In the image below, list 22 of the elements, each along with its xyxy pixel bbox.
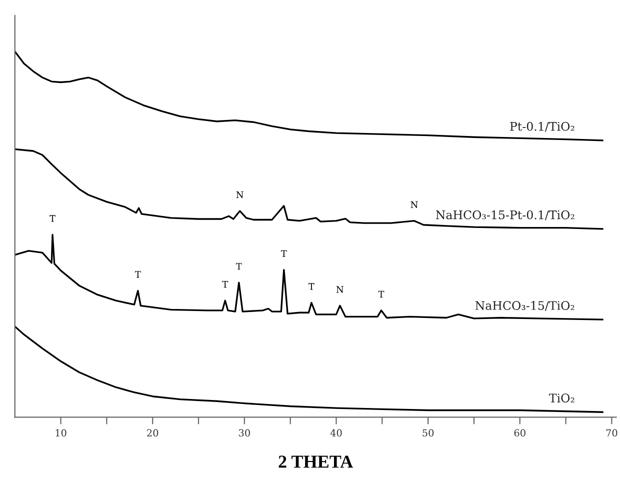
annotation: T bbox=[378, 290, 384, 298]
x-tick-label: 60 bbox=[514, 429, 526, 437]
x-tick-label: 70 bbox=[606, 429, 618, 437]
annotation: T bbox=[280, 250, 287, 257]
series-label: Pt-0.1/TiO₂ bbox=[510, 122, 574, 132]
annotation: N bbox=[336, 286, 344, 293]
x-axis-title: 2 THETA bbox=[278, 456, 353, 468]
x-tick-label: 20 bbox=[147, 429, 158, 437]
annotation: T bbox=[222, 280, 228, 288]
x-tick-label: 50 bbox=[422, 429, 434, 437]
annotation: T bbox=[236, 263, 242, 270]
annotation: N bbox=[410, 201, 418, 208]
x-tick-label: 10 bbox=[56, 429, 66, 437]
x-tick-label: 40 bbox=[330, 429, 342, 437]
x-tick-label: 30 bbox=[238, 429, 250, 437]
annotation: T bbox=[50, 215, 56, 222]
series-label: TiO₂ bbox=[549, 394, 574, 402]
annotation: T bbox=[308, 283, 314, 290]
series-label: NaHCO₃-15-Pt-0.1/TiO₂ bbox=[436, 210, 574, 220]
annotation: N bbox=[236, 191, 244, 198]
annotation: T bbox=[134, 271, 141, 278]
series-label: NaHCO₃-15/TiO₂ bbox=[475, 301, 574, 311]
